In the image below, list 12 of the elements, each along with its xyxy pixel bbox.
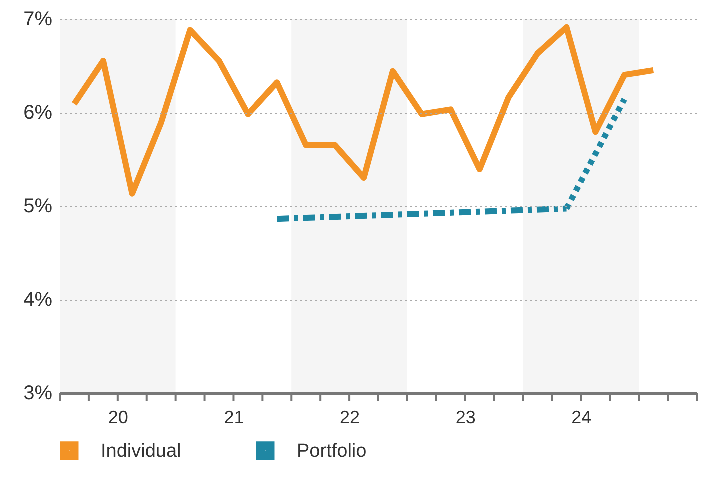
- x-tick-label: 20: [108, 408, 128, 428]
- y-tick-label: 5%: [24, 196, 53, 218]
- x-tick-label: 22: [340, 408, 360, 428]
- legend-label: Individual: [101, 440, 182, 462]
- y-tick-label: 7%: [24, 8, 53, 30]
- legend-label: Portfolio: [297, 440, 367, 462]
- y-tick-label: 4%: [24, 289, 53, 311]
- y-tick-label: 3%: [24, 382, 53, 404]
- x-tick-label: 23: [456, 408, 476, 428]
- x-tick-label: 21: [224, 408, 244, 428]
- y-tick-label: 6%: [24, 102, 53, 124]
- x-tick-label: 24: [572, 408, 592, 428]
